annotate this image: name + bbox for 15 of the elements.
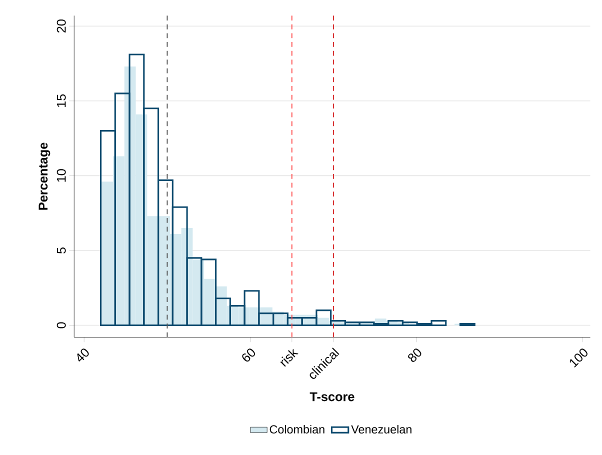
legend-label: Venezuelan (351, 425, 412, 434)
x-tick-label: 60 (242, 348, 256, 362)
x-axis-title: T-score (310, 392, 354, 402)
x-tick-label: 100 (570, 348, 588, 368)
y-tick-label: 0 (56, 322, 66, 329)
y-axis-title: Percentage (38, 142, 50, 210)
y-tick-label: 10 (56, 169, 66, 182)
x-tick-label: risk (280, 349, 298, 368)
y-tick-label: 5 (56, 248, 66, 254)
bar (459, 323, 476, 326)
x-tick-label: 40 (77, 348, 89, 362)
y-tick-label: 15 (56, 94, 66, 108)
y-tick-label: 20 (56, 20, 66, 33)
x-tick-label: 80 (408, 348, 422, 362)
legend-label: Colombian (270, 425, 324, 434)
